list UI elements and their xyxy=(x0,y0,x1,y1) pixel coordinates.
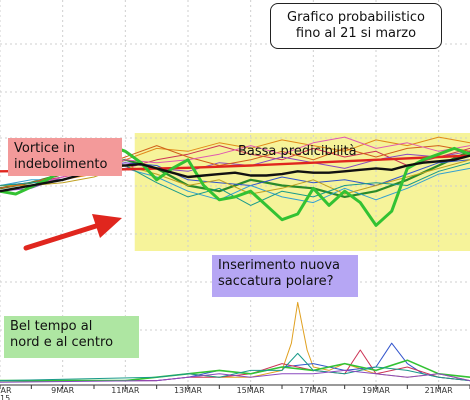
polar-trough-annotation: Inserimento nuova saccatura polare? xyxy=(212,255,358,297)
trend-arrow-head xyxy=(92,214,122,238)
x-tick-label: 9MAR xyxy=(51,386,74,395)
x-tick-label: 11MAR xyxy=(111,386,140,395)
x-axis: 7MAR 9MAR 11MAR 13MAR 15MAR 17MAR 19MAR 21MAR 20… xyxy=(0,384,470,400)
trend-arrow-shaft xyxy=(23,223,99,251)
x-tick-label: 17MAR xyxy=(299,386,328,395)
fair-weather-line-1: Bel tempo al xyxy=(10,319,93,334)
series-line-precip xyxy=(0,369,470,383)
fair-weather-annotation: Bel tempo al nord e al centro xyxy=(4,316,139,358)
polar-trough-line-2: saccatura polare? xyxy=(218,274,334,289)
series-line-member xyxy=(0,136,470,192)
vortex-annotation-line-1: Vortice in xyxy=(14,141,76,156)
chart-title-line-1: Grafico probabilistico xyxy=(287,10,425,25)
x-tick-label: 13MAR xyxy=(174,386,203,395)
vortex-annotation-line-2: indebolimento xyxy=(14,157,108,172)
x-tick-label: 19MAR xyxy=(362,386,391,395)
series-line-member xyxy=(0,159,470,195)
vortex-annotation: Vortice in indebolimento xyxy=(8,138,122,176)
series-line-precip xyxy=(0,352,470,382)
low-predictability-label: Bassa predicibilità xyxy=(238,144,357,159)
x-tick-label: 7MAR xyxy=(0,386,12,395)
chart-title-box: Grafico probabilistico fino al 21 si mar… xyxy=(270,3,442,49)
chart-title-line-2: fino al 21 si marzo xyxy=(295,26,417,41)
x-tick-sub-label: 2015 xyxy=(0,394,10,400)
x-tick-label: 15MAR xyxy=(237,386,266,395)
x-tick-label: 21MAR xyxy=(425,386,454,395)
trend-arrow xyxy=(23,214,122,251)
polar-trough-line-1: Inserimento nuova xyxy=(218,258,340,273)
fair-weather-line-2: nord e al centro xyxy=(10,335,114,350)
